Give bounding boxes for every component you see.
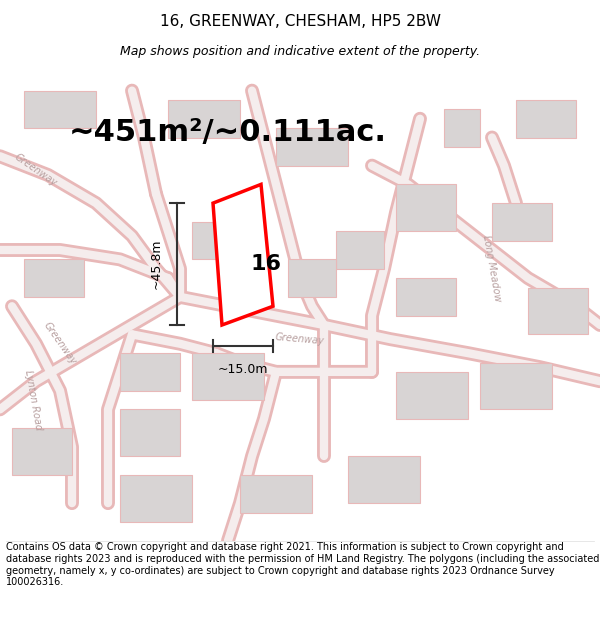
Polygon shape bbox=[396, 372, 468, 419]
Polygon shape bbox=[192, 222, 240, 259]
Text: Greenway: Greenway bbox=[42, 321, 78, 367]
Polygon shape bbox=[120, 409, 180, 456]
Polygon shape bbox=[528, 288, 588, 334]
Polygon shape bbox=[120, 475, 192, 522]
Polygon shape bbox=[192, 353, 264, 400]
Text: 16, GREENWAY, CHESHAM, HP5 2BW: 16, GREENWAY, CHESHAM, HP5 2BW bbox=[160, 14, 440, 29]
Polygon shape bbox=[12, 428, 72, 475]
Text: ~15.0m: ~15.0m bbox=[218, 363, 268, 376]
Text: Greenway: Greenway bbox=[275, 332, 325, 346]
Polygon shape bbox=[288, 259, 336, 297]
Text: Greenway: Greenway bbox=[13, 152, 59, 189]
Polygon shape bbox=[213, 184, 273, 325]
Polygon shape bbox=[348, 456, 420, 503]
Polygon shape bbox=[480, 362, 552, 409]
Text: Long Meadow: Long Meadow bbox=[481, 234, 503, 303]
Polygon shape bbox=[168, 100, 240, 138]
Polygon shape bbox=[240, 475, 312, 512]
Text: ~45.8m: ~45.8m bbox=[149, 239, 163, 289]
Polygon shape bbox=[516, 100, 576, 138]
Polygon shape bbox=[24, 259, 84, 297]
Text: ~451m²/~0.111ac.: ~451m²/~0.111ac. bbox=[69, 118, 387, 148]
Polygon shape bbox=[24, 91, 96, 128]
Polygon shape bbox=[336, 231, 384, 269]
Text: Contains OS data © Crown copyright and database right 2021. This information is : Contains OS data © Crown copyright and d… bbox=[6, 542, 599, 588]
Polygon shape bbox=[396, 184, 456, 231]
Text: Map shows position and indicative extent of the property.: Map shows position and indicative extent… bbox=[120, 44, 480, 58]
Polygon shape bbox=[276, 128, 348, 166]
Text: 16: 16 bbox=[251, 254, 282, 274]
Polygon shape bbox=[444, 109, 480, 147]
Polygon shape bbox=[396, 278, 456, 316]
Text: Lynton Road: Lynton Road bbox=[23, 369, 43, 431]
Polygon shape bbox=[492, 203, 552, 241]
Polygon shape bbox=[120, 353, 180, 391]
